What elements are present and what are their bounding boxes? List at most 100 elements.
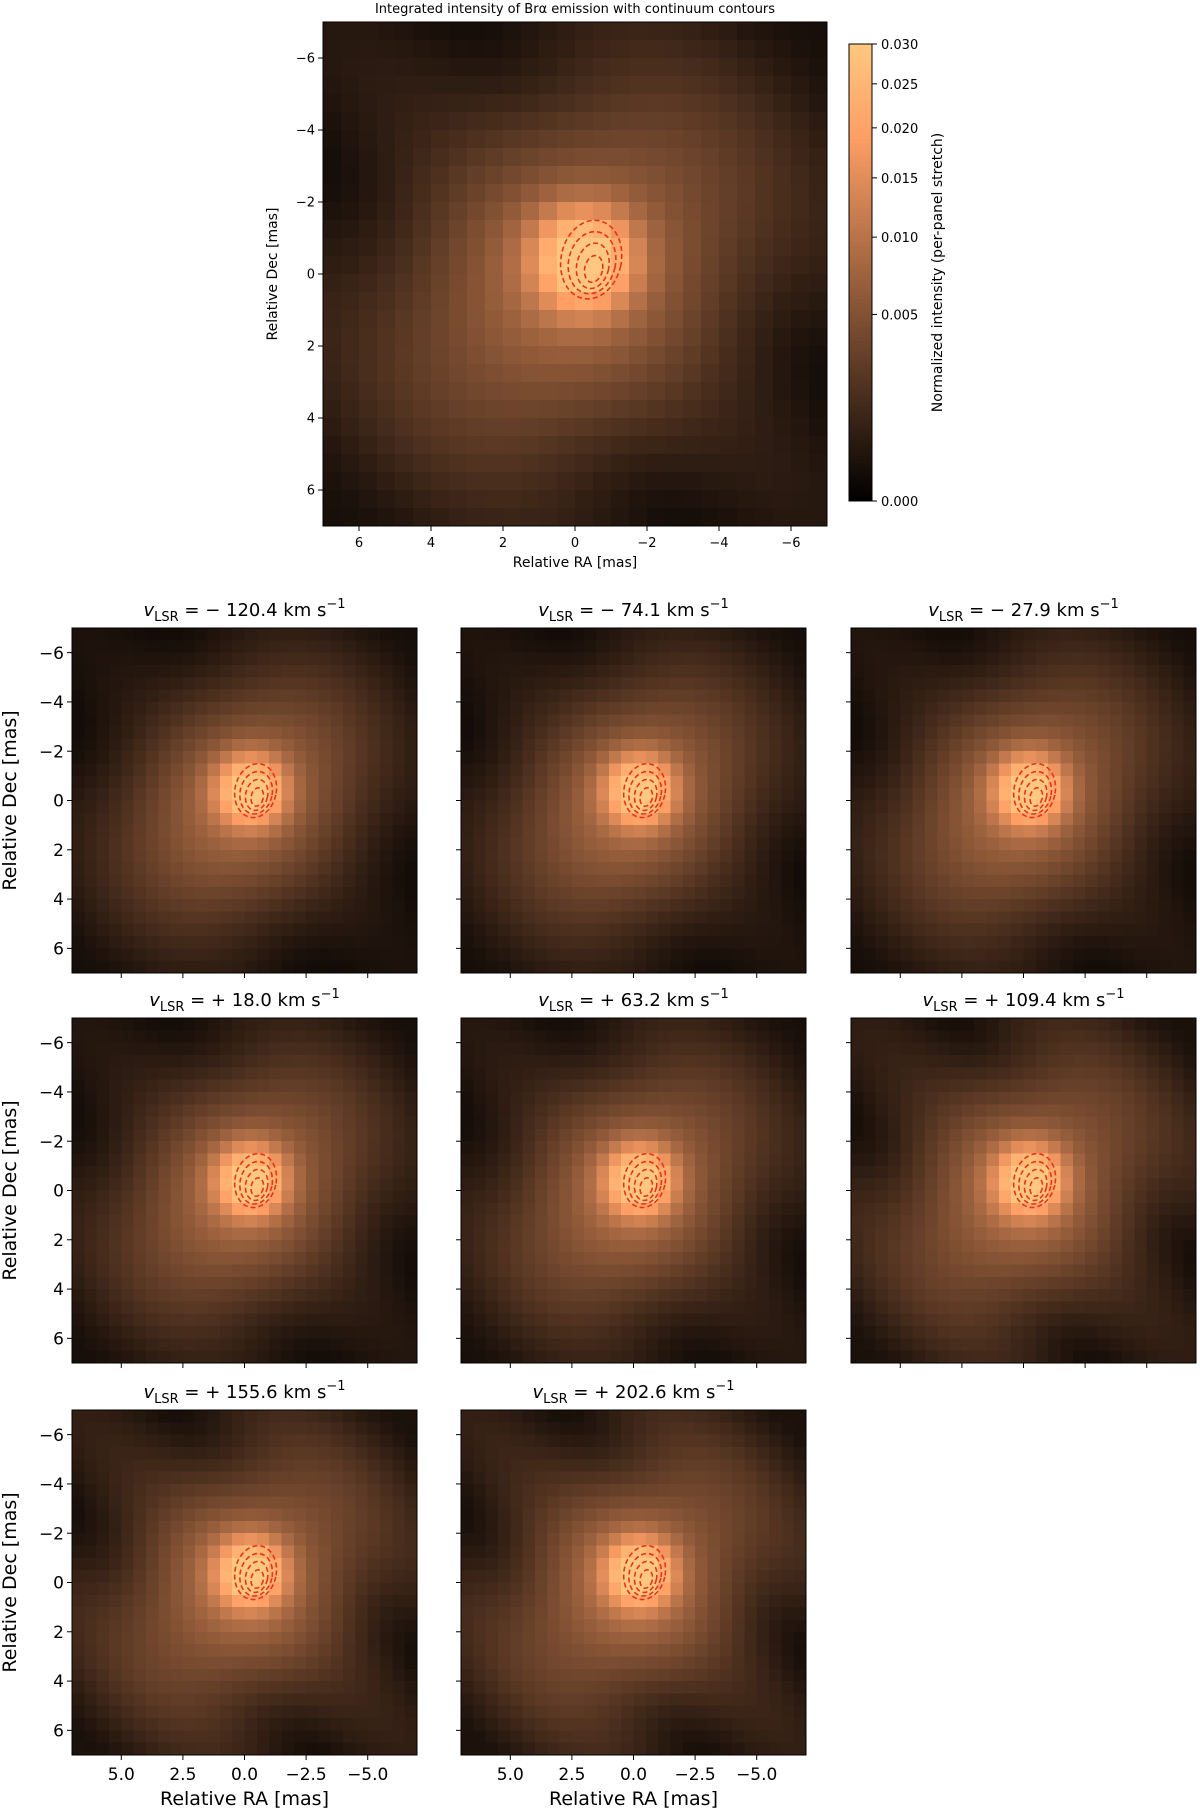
colorbar-band (849, 238, 872, 243)
colorbar-band (849, 379, 872, 384)
y-tick-label: 4 (307, 412, 315, 427)
contour-level (1018, 770, 1053, 815)
channel-panel (846, 1017, 1197, 1368)
colorbar-band (849, 70, 872, 76)
contour-level (628, 770, 663, 815)
y-tick-label: −4 (296, 124, 315, 139)
channel-title: vLSR = + 109.4 km s−1 (923, 987, 1125, 1015)
x-axis-label: Relative RA [mas] (549, 1788, 718, 1810)
colorbar-band (849, 135, 872, 140)
contour-level (639, 787, 654, 808)
channel-title: vLSR = − 120.4 km s−1 (144, 597, 346, 625)
y-tick-label: 2 (53, 1231, 64, 1251)
colorbar-band (849, 333, 872, 338)
colorbar-band (849, 283, 872, 289)
colorbar-band (849, 264, 872, 270)
x-axis-label: Relative RA [mas] (513, 555, 638, 571)
contour-level (1012, 1152, 1057, 1209)
colorbar-band (849, 497, 872, 502)
colorbar-band (849, 181, 872, 186)
y-tick-label: 6 (53, 1329, 64, 1349)
heatmap-cells (72, 628, 418, 974)
colorbar-band (849, 245, 872, 251)
heatmap-cells (323, 22, 828, 527)
colorbar-band (849, 89, 872, 95)
y-tick-label: −2 (39, 1132, 64, 1152)
colorbar-band (849, 405, 872, 411)
contour-level (233, 762, 278, 819)
colorbar-band (849, 158, 872, 163)
colorbar-band (849, 325, 872, 331)
contour-level (583, 254, 604, 284)
channel-title: vLSR = + 63.2 km s−1 (538, 987, 729, 1015)
colorbar-band (849, 162, 872, 167)
continuum-contours (233, 762, 278, 819)
y-tick-label: −4 (39, 1475, 64, 1495)
continuum-contours (622, 762, 667, 819)
continuum-contours (622, 1152, 667, 1209)
colorbar-band (849, 421, 872, 426)
channel-panel (456, 1017, 807, 1368)
channel-panel: −6 −4 −2 0 2 4 6 Relative Dec [mas] (0, 627, 418, 978)
colorbar-tick-label: 0.000 (881, 495, 918, 510)
x-tick-label: 0.0 (231, 1765, 258, 1785)
channel-title: vLSR = + 18.0 km s−1 (149, 987, 340, 1015)
contour-level (233, 1544, 278, 1601)
colorbar-band (849, 386, 872, 392)
colorbar-band (849, 177, 872, 182)
x-tick-label: 6 (355, 536, 363, 551)
channel-title: vLSR = + 202.6 km s−1 (533, 1379, 735, 1407)
colorbar-band (849, 302, 872, 308)
x-tick-label: 4 (427, 536, 435, 551)
colorbar-band (849, 459, 872, 464)
colorbar-band (849, 417, 872, 422)
y-tick-label: −6 (39, 1034, 64, 1054)
x-axis-label: Relative RA [mas] (160, 1788, 329, 1810)
channel-panel (846, 627, 1197, 978)
contour-level (559, 219, 623, 300)
contour-level (250, 1569, 265, 1590)
heatmap-cells (851, 628, 1197, 974)
colorbar-band (849, 215, 872, 220)
colorbar-band (849, 108, 872, 114)
colorbar-band (849, 401, 872, 407)
colorbar-band (849, 85, 872, 91)
contour-level (1029, 787, 1044, 808)
colorbar-band (849, 249, 872, 255)
colorbar-band (849, 268, 872, 274)
colorbar-band (849, 200, 872, 205)
contour-level (239, 770, 274, 815)
colorbar-band (849, 280, 872, 285)
colorbar-band (849, 242, 872, 247)
colorbar-band (849, 66, 872, 72)
channel-title: vLSR = + 155.6 km s−1 (144, 1379, 346, 1407)
colorbar-band (849, 310, 872, 315)
colorbar-band (849, 184, 872, 190)
x-tick-label: −2 (637, 536, 656, 551)
y-axis-label: Relative Dec [mas] (265, 208, 281, 341)
y-tick-label: −6 (39, 644, 64, 664)
colorbar-band (849, 146, 872, 152)
colorbar-band (849, 375, 872, 380)
colorbar-band (849, 424, 872, 430)
colorbar-band (849, 485, 872, 491)
y-tick-label: 4 (53, 1280, 64, 1300)
contour-level (250, 787, 265, 808)
colorbar-band (849, 329, 872, 335)
y-tick-label: −2 (39, 742, 64, 762)
y-tick-label: 0 (53, 792, 64, 812)
colorbar-band (849, 489, 872, 494)
colorbar-band (849, 226, 872, 232)
y-tick-label: −2 (39, 1524, 64, 1544)
x-tick-label: 2 (499, 536, 507, 551)
y-tick-label: 4 (53, 890, 64, 910)
colorbar-tick-label: 0.005 (881, 308, 918, 323)
y-axis-label: Relative Dec [mas] (0, 1492, 21, 1672)
colorbar-band (849, 101, 872, 106)
colorbar-band (849, 428, 872, 434)
x-tick-label: 0.0 (620, 1765, 647, 1785)
colorbar-band (849, 409, 872, 415)
colorbar-frame (848, 43, 873, 502)
colorbar-band (849, 394, 872, 399)
